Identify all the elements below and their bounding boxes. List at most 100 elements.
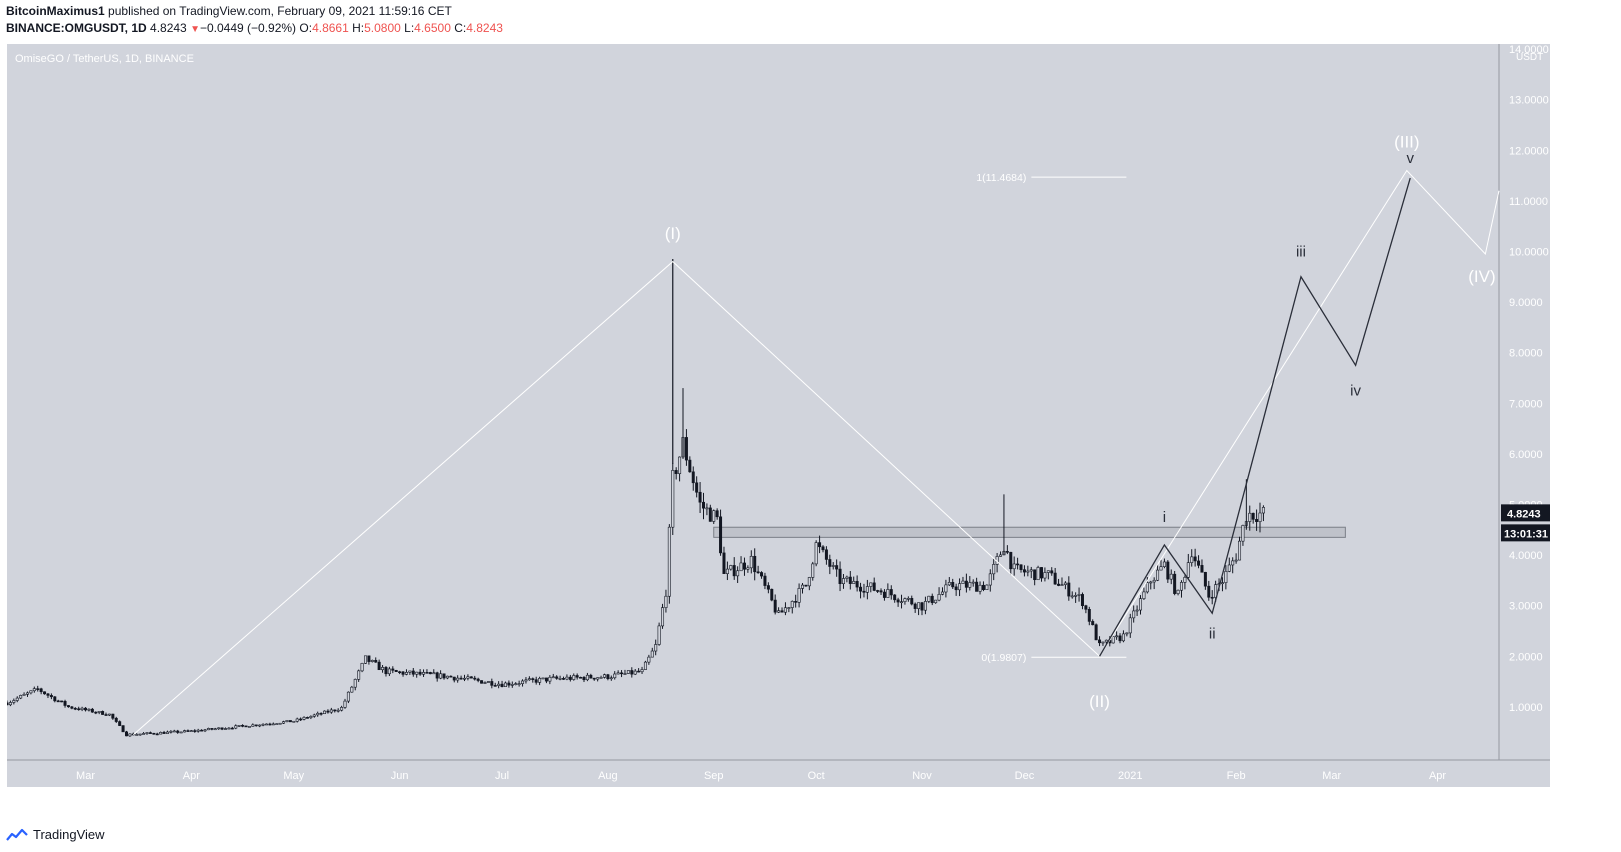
- candle-body: [1036, 567, 1040, 581]
- candle-body: [1152, 579, 1156, 583]
- wave-label-minor: ii: [1209, 626, 1216, 643]
- candle-body: [360, 663, 364, 672]
- candle-body: [1070, 595, 1074, 598]
- candle-body: [555, 676, 559, 679]
- x-tick-label: Jun: [391, 770, 409, 782]
- y-tick-label: 8.0000: [1509, 348, 1543, 360]
- candle-body: [1084, 605, 1088, 610]
- candle-body: [323, 710, 327, 715]
- candle-body: [1111, 636, 1115, 644]
- candle-body: [1135, 609, 1139, 612]
- y-tick-label: 3.0000: [1509, 601, 1543, 613]
- candle-body: [510, 684, 514, 686]
- candle-body: [186, 730, 190, 732]
- candle-body: [1190, 556, 1194, 563]
- candle-body: [473, 677, 477, 680]
- candle-body: [206, 728, 210, 731]
- candle-body: [630, 670, 634, 675]
- candle-body: [466, 676, 470, 679]
- plot-background: [7, 44, 1550, 787]
- candle-body: [326, 710, 330, 713]
- candle-body: [449, 675, 453, 678]
- chart-panel[interactable]: OmiseGO / TetherUS, 1D, BINANCE USDT 1.000…: [7, 44, 1550, 787]
- candle-body: [886, 589, 890, 598]
- wave-label-major: (IV): [1468, 267, 1495, 286]
- candle-body: [295, 718, 299, 722]
- candle-body: [445, 675, 449, 679]
- candle-body: [411, 670, 415, 675]
- candle-body: [582, 676, 586, 681]
- candle-body: [783, 607, 787, 613]
- candle-body: [480, 680, 484, 684]
- candle-body: [312, 714, 316, 717]
- candle-body: [1033, 569, 1037, 581]
- candle-body: [1019, 564, 1023, 570]
- candle-body: [807, 577, 811, 587]
- candle-body: [142, 733, 146, 735]
- candle-body: [1060, 584, 1064, 586]
- candle-body: [1220, 582, 1224, 585]
- candle-body: [1176, 589, 1180, 594]
- candle-body: [667, 526, 671, 597]
- candle-body: [770, 588, 774, 601]
- publish-info: BitcoinMaximus1 published on TradingView…: [6, 4, 452, 18]
- countdown-tag: [1501, 524, 1550, 542]
- candle-body: [845, 576, 849, 579]
- candle-body: [422, 672, 426, 675]
- candle-body: [705, 507, 709, 510]
- candle-body: [1043, 572, 1047, 579]
- candle-body: [220, 727, 224, 730]
- candle-body: [114, 717, 118, 722]
- candle-body: [254, 724, 258, 727]
- candle-body: [237, 725, 241, 727]
- candle-body: [1210, 596, 1214, 599]
- wave-label-major: (III): [1394, 133, 1420, 152]
- tradingview-logo-icon[interactable]: [6, 828, 28, 842]
- candle-body: [790, 601, 794, 608]
- candle-body: [698, 491, 702, 503]
- countdown-label: 13:01:31: [1504, 528, 1548, 540]
- y-tick-label: 6.0000: [1509, 449, 1543, 461]
- last-price-label: 4.8243: [1507, 508, 1541, 520]
- author-name[interactable]: BitcoinMaximus1: [6, 4, 105, 18]
- candle-body: [1125, 632, 1129, 635]
- candle-body: [319, 712, 323, 715]
- candle-body: [1251, 512, 1255, 520]
- candle-body: [244, 725, 248, 728]
- candle-body: [763, 575, 767, 586]
- candle-body: [623, 673, 627, 675]
- candle-body: [1142, 591, 1146, 599]
- candle-body: [374, 660, 378, 663]
- candle-body: [794, 601, 798, 603]
- candle-body: [951, 582, 955, 588]
- candle-body: [1193, 556, 1197, 562]
- candle-body: [12, 700, 16, 703]
- candle-body: [210, 728, 214, 730]
- candle-body: [97, 711, 101, 713]
- candle-body: [94, 711, 98, 714]
- candle-body: [343, 700, 347, 708]
- candle-body: [459, 677, 463, 680]
- candle-body: [63, 701, 67, 706]
- candle-body: [203, 729, 207, 732]
- price-chart[interactable]: OmiseGO / TetherUS, 1D, BINANCE USDT 1.000…: [7, 44, 1550, 787]
- candle-body: [432, 672, 436, 675]
- candle-body: [43, 691, 47, 695]
- candle-body: [524, 679, 528, 682]
- candle-body: [135, 734, 139, 736]
- high-value: 5.0800: [364, 21, 401, 35]
- candle-body: [865, 586, 869, 593]
- candle-body: [7, 702, 9, 706]
- candle-body: [828, 559, 832, 567]
- candle-body: [818, 542, 822, 548]
- candle-body: [46, 693, 50, 696]
- candle-body: [712, 510, 716, 522]
- last-price-tag: [1501, 504, 1550, 522]
- candle-body: [613, 673, 617, 679]
- candle-body: [572, 675, 576, 680]
- candle-body: [609, 677, 613, 680]
- candle-body: [876, 590, 880, 592]
- x-tick-label: Dec: [1015, 770, 1035, 782]
- candle-body: [756, 571, 760, 574]
- tradingview-brand[interactable]: TradingView: [33, 827, 105, 842]
